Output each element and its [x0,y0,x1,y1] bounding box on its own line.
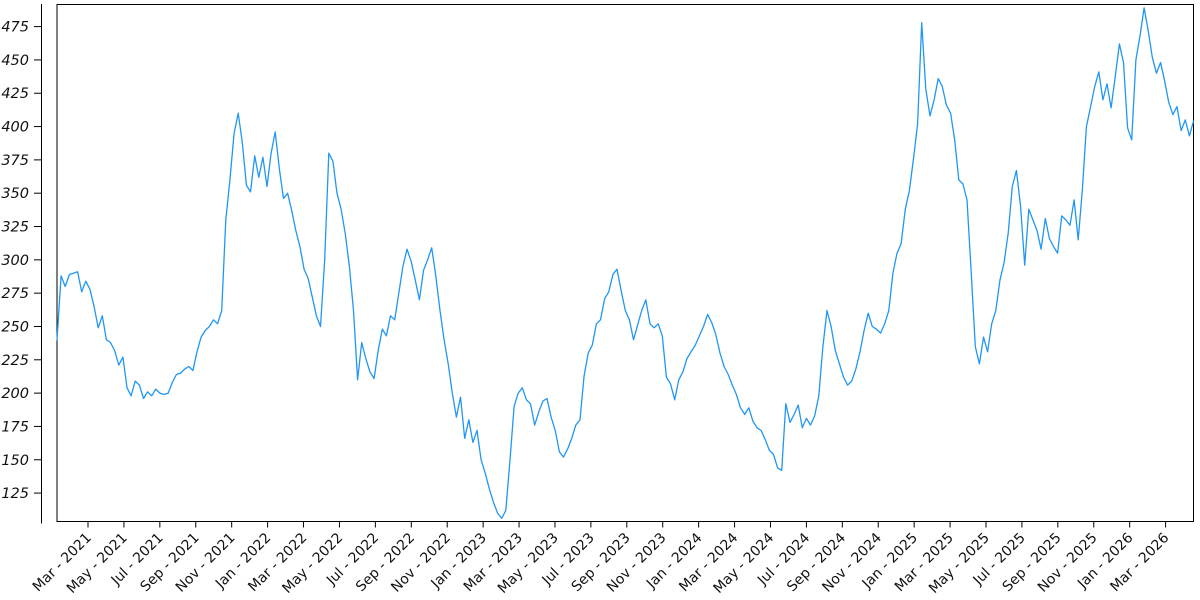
y-axis-tick-label: 125 [1,486,29,502]
y-axis-tick-label: 300 [1,253,29,269]
y-axis-tick-label: 150 [1,453,29,469]
y-axis-tick-label: 375 [1,153,29,169]
y-axis-tick-label: 175 [1,419,29,435]
y-axis-tick-label: 225 [1,353,29,369]
y-axis-tick-label: 200 [1,386,29,402]
y-axis-tick-label: 325 [1,220,29,236]
y-axis-tick-label: 275 [1,286,29,302]
y-axis-tick-label: 425 [1,86,29,102]
y-axis-tick-label: 400 [1,120,29,136]
y-axis-tick-label: 475 [1,20,29,36]
plot-frame [56,4,1194,522]
price-line [56,7,1195,520]
y-axis-tick-label: 250 [1,319,29,335]
y-axis-tick-label: 450 [1,53,29,69]
y-axis-tick-label: 350 [1,186,29,202]
